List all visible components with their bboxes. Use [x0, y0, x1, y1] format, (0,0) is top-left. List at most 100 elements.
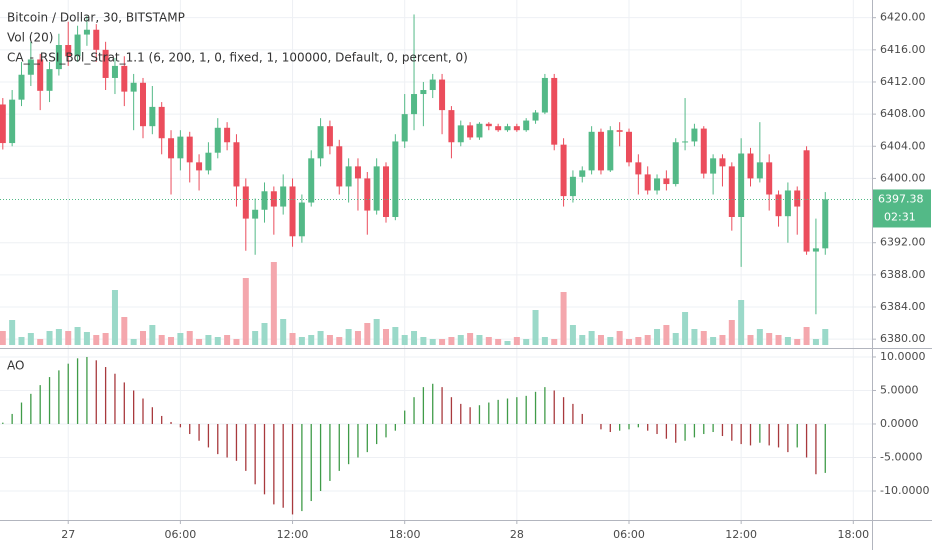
candle-body [382, 166, 389, 217]
volume-bar [588, 331, 595, 345]
ao-legend: AO [7, 359, 24, 373]
candle-body [672, 142, 679, 185]
candle-body [579, 170, 586, 177]
candle-body [326, 126, 333, 147]
volume-bar [728, 320, 735, 345]
volume-bar [625, 339, 632, 345]
candle-body [476, 123, 483, 138]
candle-body [794, 190, 801, 207]
candle-body [654, 178, 661, 191]
candle-body [625, 131, 632, 163]
volume-bar [504, 341, 511, 345]
volume-bar [177, 333, 184, 345]
volume-bar [18, 337, 25, 345]
candle-body [186, 136, 193, 163]
volume-bar [803, 327, 810, 345]
y-tick-label: 6388.00 [880, 268, 926, 281]
candle-body [682, 141, 689, 143]
candle-body [663, 178, 670, 185]
candle-body [177, 136, 184, 159]
volume-bar [130, 339, 137, 345]
volume-bar [289, 333, 296, 345]
candle-body [214, 127, 221, 153]
candle-body [504, 126, 511, 131]
volume-bar [65, 331, 72, 345]
candle-body [822, 199, 829, 249]
y-tick-label: 6384.00 [880, 300, 926, 313]
volume-bar [326, 335, 333, 345]
candle-body [429, 79, 436, 91]
y-tick-label: 10.0000 [880, 350, 926, 363]
volume-legend: Vol (20) [7, 31, 53, 45]
candle-body [55, 45, 62, 70]
candle-body [233, 142, 240, 187]
y-tick-label: 6420.00 [880, 11, 926, 24]
volume-bar [308, 335, 315, 345]
candle-body [261, 191, 268, 210]
candle-body [0, 104, 6, 144]
candle-body [252, 209, 259, 219]
candle-body [457, 125, 464, 143]
candle-body [541, 77, 548, 113]
candle-body [551, 77, 558, 145]
candle-body [485, 123, 492, 127]
y-tick-label: 6380.00 [880, 332, 926, 345]
x-tick-label: 28 [510, 528, 524, 541]
volume-bar [55, 329, 62, 345]
candle-body [102, 49, 109, 78]
volume-bar [663, 325, 670, 345]
volume-bar [569, 325, 576, 345]
volume-bar [233, 339, 240, 345]
candle-body [93, 29, 100, 50]
candle-body [411, 94, 418, 115]
volume-bar [364, 323, 371, 345]
candle-body [775, 194, 782, 217]
volume-bar [139, 331, 146, 345]
volume-bar [766, 333, 773, 345]
candle-body [289, 186, 296, 237]
volume-bar [373, 319, 380, 345]
volume-bar [784, 337, 791, 345]
y-tick-label: 6400.00 [880, 171, 926, 184]
candle-body [756, 162, 763, 179]
volume-bar [401, 335, 408, 345]
candle-body [65, 45, 72, 57]
x-tick-label: 27 [61, 528, 75, 541]
volume-bar [196, 339, 203, 345]
volume-bar [541, 337, 548, 345]
candle-body [597, 131, 604, 171]
candle-body [121, 65, 128, 92]
volume-bar [420, 337, 427, 345]
volume-bar [74, 327, 81, 345]
volume-bar [102, 333, 109, 345]
volume-bar [756, 329, 763, 345]
candle-body [766, 162, 773, 195]
candle-body [37, 59, 44, 91]
candle-body [588, 131, 595, 171]
candle-body [308, 158, 315, 203]
y-tick-label: 6392.00 [880, 236, 926, 249]
candle-body [224, 127, 231, 143]
volume-bar [429, 339, 436, 345]
volume-bar [149, 325, 156, 345]
x-tick-label: 06:00 [165, 528, 197, 541]
volume-bar [0, 331, 6, 345]
candle-body [728, 166, 735, 217]
volume-bar [597, 335, 604, 345]
volume-bar [252, 331, 259, 345]
candle-body [812, 248, 819, 252]
y-tick-label: 6404.00 [880, 139, 926, 152]
candle-body [130, 82, 137, 92]
volume-bar [691, 329, 698, 345]
volume-bar [812, 339, 819, 345]
volume-bar [682, 312, 689, 345]
volume-bar [579, 335, 586, 345]
candle-body [495, 126, 502, 131]
chart-title: Bitcoin / Dollar, 30, BITSTAMP [7, 11, 185, 25]
candle-body [354, 166, 361, 179]
candle-body [710, 158, 717, 174]
volume-bar [121, 317, 128, 345]
volume-bar [476, 335, 483, 345]
countdown-label: 02:31 [884, 210, 916, 223]
candle-body [644, 174, 651, 191]
